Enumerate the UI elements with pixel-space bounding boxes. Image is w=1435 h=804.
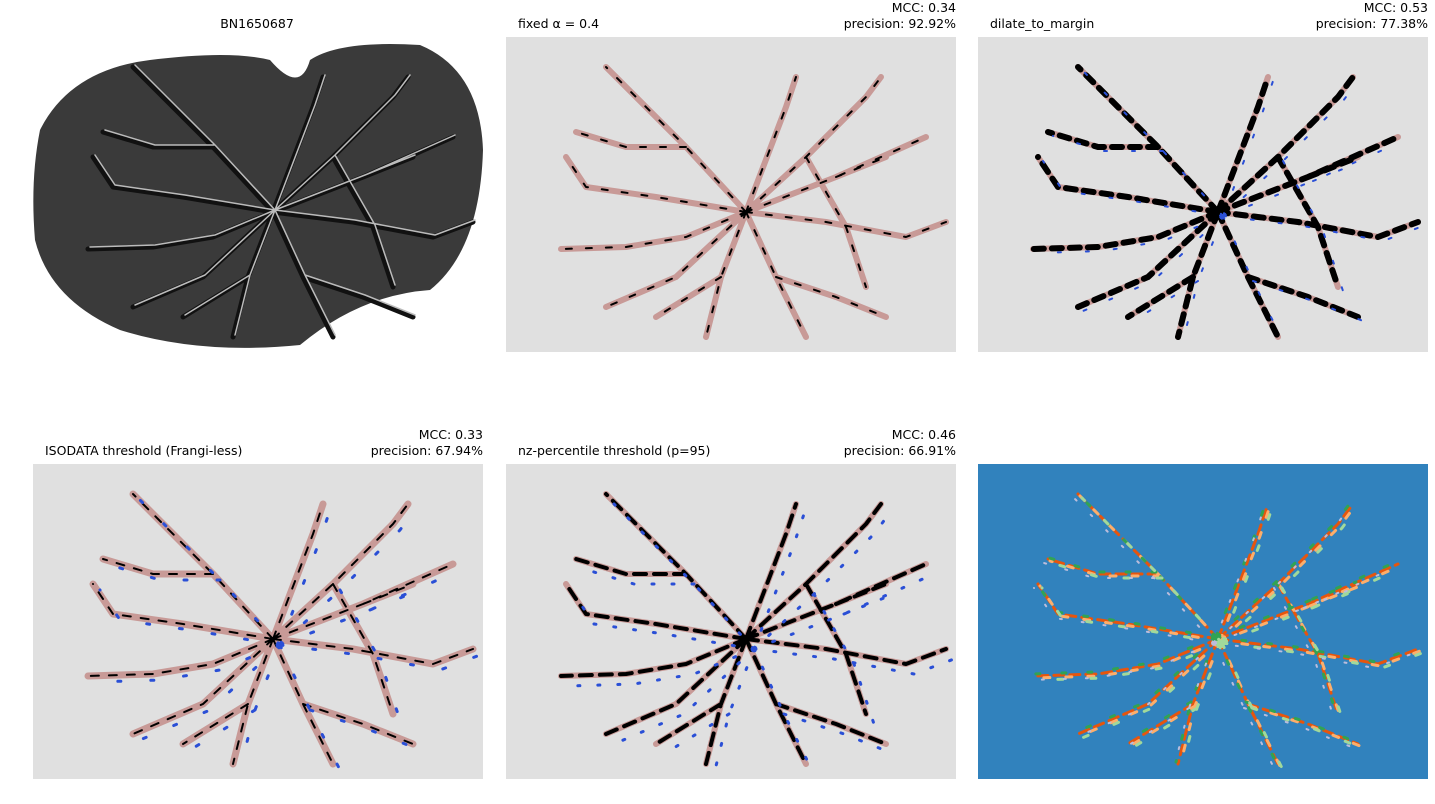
mcc: MCC: 0.33 bbox=[419, 427, 483, 442]
panel-title: nz-percentile threshold (p=95) bbox=[518, 443, 710, 458]
panel-title: BN1650687 bbox=[220, 16, 294, 31]
precision: precision: 92.92% bbox=[844, 16, 956, 31]
precision: precision: 66.91% bbox=[844, 443, 956, 458]
panel: fixed α = 0.4 MCC: 0.34 precision: 92.92… bbox=[506, 0, 956, 352]
mcc: MCC: 0.53 bbox=[1364, 0, 1428, 15]
panel: dilate_to_margin MCC: 0.53 precision: 77… bbox=[978, 0, 1428, 352]
panel bbox=[978, 464, 1428, 779]
precision: precision: 77.38% bbox=[1316, 16, 1428, 31]
panel-title: fixed α = 0.4 bbox=[518, 16, 599, 31]
mcc: MCC: 0.46 bbox=[892, 427, 956, 442]
precision: precision: 67.94% bbox=[371, 443, 483, 458]
panel: nz-percentile threshold (p=95) MCC: 0.46… bbox=[506, 427, 956, 779]
mcc: MCC: 0.34 bbox=[892, 0, 956, 15]
panel-title: ISODATA threshold (Frangi-less) bbox=[45, 443, 242, 458]
panel: BN1650687 bbox=[33, 16, 483, 348]
panel: ISODATA threshold (Frangi-less) MCC: 0.3… bbox=[33, 427, 483, 779]
panel-title: dilate_to_margin bbox=[990, 16, 1094, 31]
